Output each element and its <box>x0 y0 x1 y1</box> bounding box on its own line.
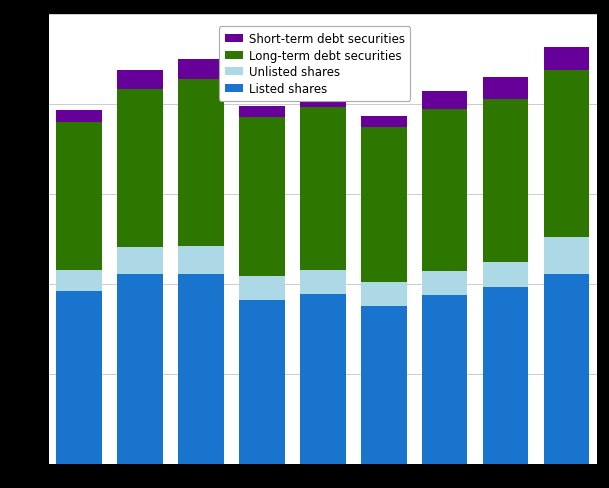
Bar <box>482 100 528 262</box>
Bar <box>421 110 467 271</box>
Bar <box>482 78 528 100</box>
Bar <box>178 275 224 464</box>
Bar <box>482 288 528 464</box>
Bar <box>178 80 224 246</box>
Bar <box>117 70 163 90</box>
Bar <box>361 127 406 283</box>
Bar <box>300 93 345 108</box>
Bar <box>543 70 589 238</box>
Bar <box>239 107 284 118</box>
Bar <box>239 301 284 464</box>
Bar <box>56 122 102 270</box>
Bar <box>300 295 345 464</box>
Bar <box>361 306 406 464</box>
Bar <box>117 90 163 247</box>
Bar <box>178 60 224 80</box>
Bar <box>543 238 589 275</box>
Bar <box>117 247 163 275</box>
Bar <box>421 271 467 296</box>
Bar <box>300 270 345 295</box>
Bar <box>421 92 467 110</box>
Bar <box>239 277 284 301</box>
Bar <box>482 262 528 288</box>
Bar <box>361 283 406 306</box>
Bar <box>543 48 589 70</box>
Bar <box>239 118 284 277</box>
Bar <box>421 296 467 464</box>
Bar <box>117 275 163 464</box>
Bar <box>56 292 102 464</box>
Bar <box>56 111 102 122</box>
Bar <box>56 270 102 292</box>
Bar <box>300 108 345 270</box>
Bar <box>543 275 589 464</box>
Legend: Short-term debt securities, Long-term debt securities, Unlisted shares, Listed s: Short-term debt securities, Long-term de… <box>219 27 410 102</box>
Bar <box>178 246 224 275</box>
Bar <box>361 117 406 127</box>
